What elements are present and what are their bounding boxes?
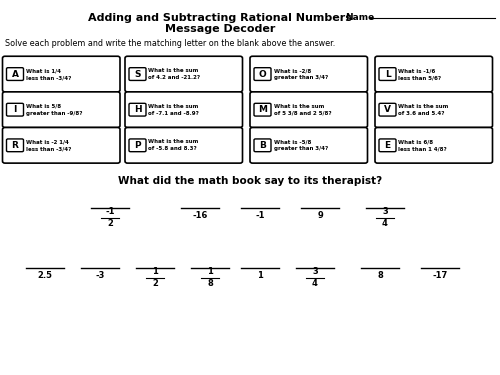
FancyBboxPatch shape bbox=[129, 139, 146, 152]
FancyBboxPatch shape bbox=[379, 68, 396, 81]
Text: 2: 2 bbox=[107, 219, 113, 228]
Text: What is the sum
of -5.8 and 8.3?: What is the sum of -5.8 and 8.3? bbox=[148, 140, 199, 152]
Text: 1: 1 bbox=[207, 267, 213, 276]
FancyBboxPatch shape bbox=[2, 56, 120, 92]
FancyBboxPatch shape bbox=[254, 139, 271, 152]
Text: What is -5/8
greater than 3/4?: What is -5/8 greater than 3/4? bbox=[274, 140, 328, 152]
FancyBboxPatch shape bbox=[250, 92, 368, 128]
Text: B: B bbox=[259, 141, 266, 150]
Text: L: L bbox=[384, 70, 390, 79]
FancyBboxPatch shape bbox=[250, 128, 368, 163]
Text: -3: -3 bbox=[96, 271, 104, 280]
Text: What is the sum
of -7.1 and -8.9?: What is the sum of -7.1 and -8.9? bbox=[148, 104, 200, 116]
Text: 8: 8 bbox=[207, 279, 213, 288]
Text: V: V bbox=[384, 105, 391, 114]
Text: A: A bbox=[12, 70, 18, 79]
Text: 4: 4 bbox=[312, 279, 318, 288]
FancyBboxPatch shape bbox=[379, 104, 396, 116]
Text: What is 1/4
less than -3/4?: What is 1/4 less than -3/4? bbox=[26, 68, 72, 80]
Text: P: P bbox=[134, 141, 141, 150]
Text: 3: 3 bbox=[382, 207, 388, 216]
Text: What is the sum
of 3.6 and 5.4?: What is the sum of 3.6 and 5.4? bbox=[398, 104, 449, 116]
FancyBboxPatch shape bbox=[254, 68, 271, 81]
Text: What is -1/6
less than 5/6?: What is -1/6 less than 5/6? bbox=[398, 68, 442, 80]
FancyBboxPatch shape bbox=[375, 128, 492, 163]
FancyBboxPatch shape bbox=[254, 104, 271, 116]
Text: What is 5/8
greater than -9/8?: What is 5/8 greater than -9/8? bbox=[26, 104, 82, 116]
Text: Message Decoder: Message Decoder bbox=[165, 24, 275, 34]
FancyBboxPatch shape bbox=[6, 139, 24, 152]
Text: E: E bbox=[384, 141, 390, 150]
Text: -16: -16 bbox=[192, 211, 208, 220]
Text: H: H bbox=[134, 105, 141, 114]
FancyBboxPatch shape bbox=[125, 128, 242, 163]
Text: Solve each problem and write the matching letter on the blank above the answer.: Solve each problem and write the matchin… bbox=[5, 39, 335, 48]
Text: 4: 4 bbox=[382, 219, 388, 228]
Text: Name: Name bbox=[345, 13, 374, 22]
Text: S: S bbox=[134, 70, 141, 79]
FancyBboxPatch shape bbox=[250, 56, 368, 92]
Text: -17: -17 bbox=[432, 271, 448, 280]
Text: What is 6/8
less than 1 4/8?: What is 6/8 less than 1 4/8? bbox=[398, 140, 448, 152]
Text: What is -2 1/4
less than -3/4?: What is -2 1/4 less than -3/4? bbox=[26, 140, 72, 152]
Text: 2.5: 2.5 bbox=[38, 271, 52, 280]
Text: What is -2/8
greater than 3/4?: What is -2/8 greater than 3/4? bbox=[274, 68, 328, 80]
Text: I: I bbox=[14, 105, 16, 114]
FancyBboxPatch shape bbox=[379, 139, 396, 152]
FancyBboxPatch shape bbox=[2, 92, 120, 128]
Text: What is the sum
of 4.2 and -21.2?: What is the sum of 4.2 and -21.2? bbox=[148, 68, 201, 80]
Text: R: R bbox=[12, 141, 18, 150]
FancyBboxPatch shape bbox=[125, 56, 242, 92]
FancyBboxPatch shape bbox=[129, 68, 146, 81]
Text: -1: -1 bbox=[256, 211, 265, 220]
FancyBboxPatch shape bbox=[375, 56, 492, 92]
Text: 8: 8 bbox=[377, 271, 383, 280]
FancyBboxPatch shape bbox=[125, 92, 242, 128]
FancyBboxPatch shape bbox=[375, 92, 492, 128]
Text: 1: 1 bbox=[152, 267, 158, 276]
Text: What is the sum
of 5 3/8 and 2 5/8?: What is the sum of 5 3/8 and 2 5/8? bbox=[274, 104, 331, 116]
Text: M: M bbox=[258, 105, 267, 114]
FancyBboxPatch shape bbox=[6, 68, 24, 81]
FancyBboxPatch shape bbox=[129, 104, 146, 116]
Text: 2: 2 bbox=[152, 279, 158, 288]
Text: O: O bbox=[258, 70, 266, 79]
Text: What did the math book say to its therapist?: What did the math book say to its therap… bbox=[118, 176, 382, 186]
Text: 9: 9 bbox=[317, 211, 323, 220]
FancyBboxPatch shape bbox=[6, 104, 24, 116]
Text: 1: 1 bbox=[257, 271, 263, 280]
Text: -1: -1 bbox=[105, 207, 115, 216]
Text: 3: 3 bbox=[312, 267, 318, 276]
FancyBboxPatch shape bbox=[2, 128, 120, 163]
Text: Adding and Subtracting Rational Numbers: Adding and Subtracting Rational Numbers bbox=[88, 13, 352, 23]
